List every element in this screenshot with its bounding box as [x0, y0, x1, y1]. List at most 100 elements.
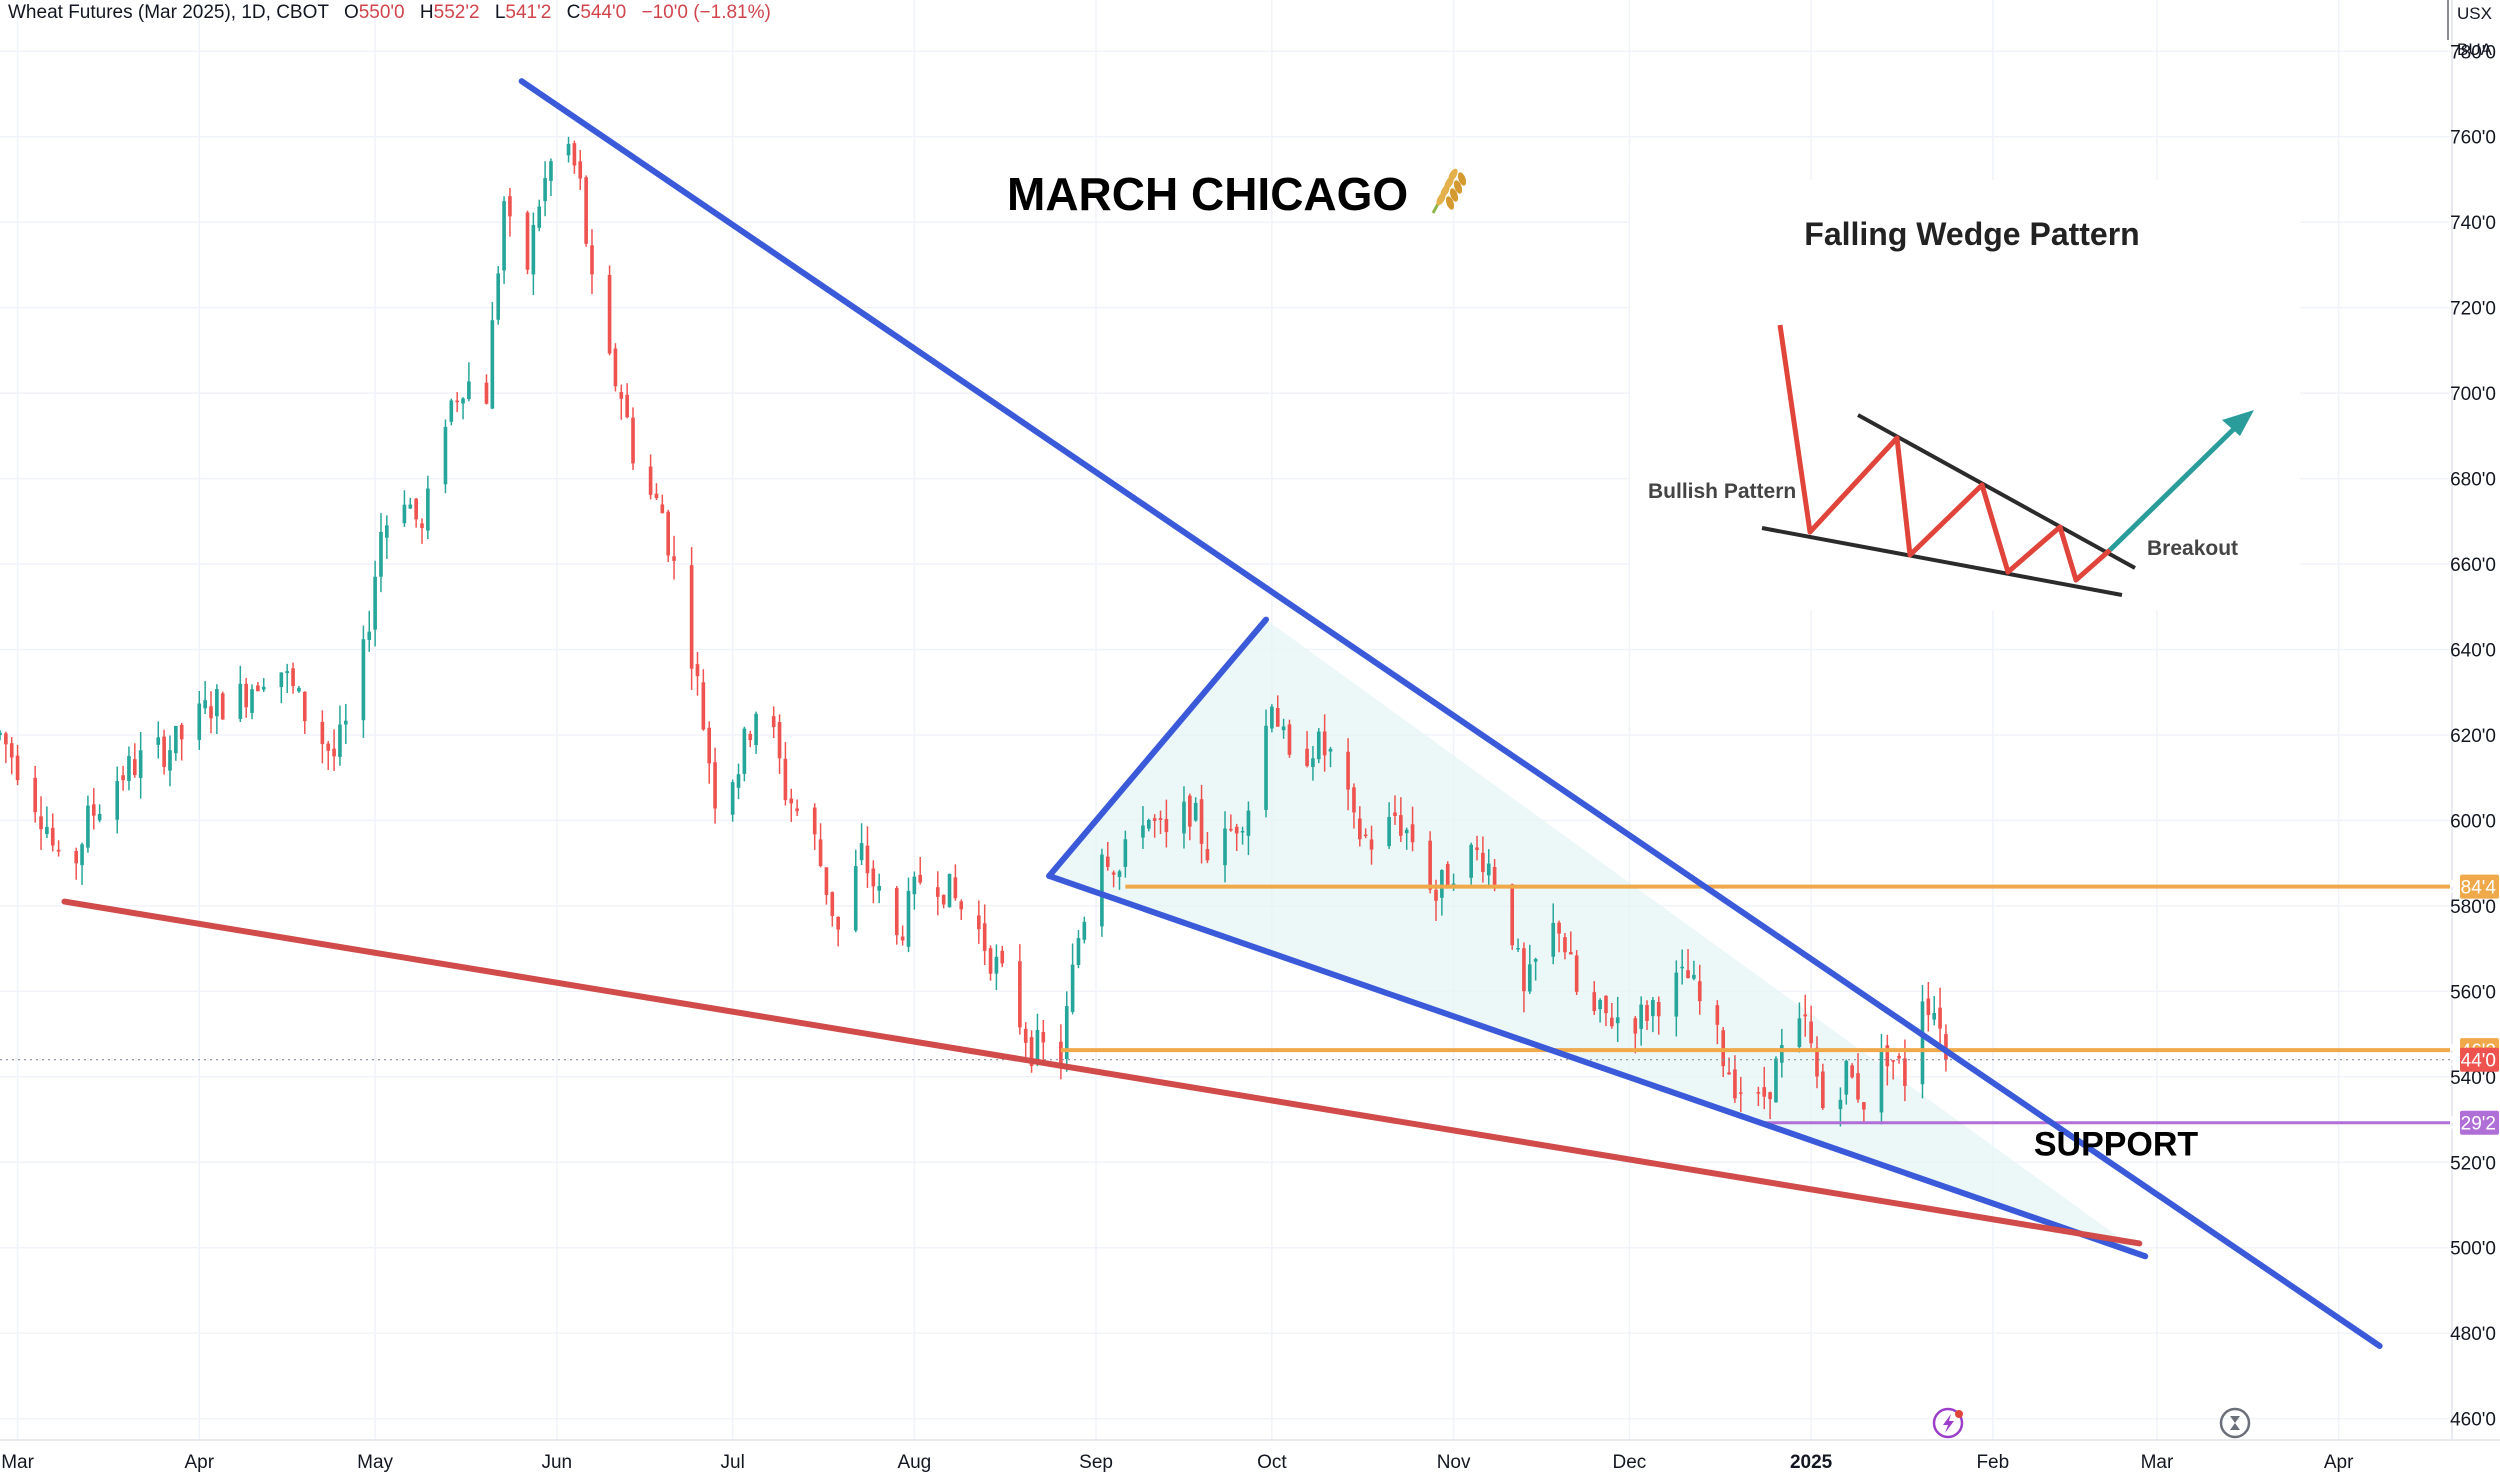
candle-body: [1809, 1021, 1813, 1044]
currency-label[interactable]: USX: [2457, 4, 2492, 23]
candle-body: [1275, 708, 1280, 727]
candle-body: [648, 466, 653, 495]
candle-body: [1803, 1014, 1808, 1017]
candle-body: [1023, 1028, 1028, 1043]
candle-body: [619, 392, 624, 399]
low-value: 541'2: [505, 2, 552, 23]
candle-body: [736, 774, 741, 788]
candle-body: [1715, 1005, 1720, 1025]
candle-series: [0, 136, 1948, 1127]
candle-body: [777, 722, 782, 759]
candle-body: [1756, 1092, 1761, 1094]
candle-body: [1797, 1018, 1802, 1047]
candle-body: [566, 143, 571, 156]
candle-body: [74, 850, 79, 864]
candle-body: [1938, 1007, 1942, 1029]
time-tick-label: Dec: [1613, 1452, 1647, 1473]
level-price-tag: 584'4: [2450, 878, 2496, 899]
candle-body: [859, 843, 864, 861]
candle-body: [115, 781, 120, 820]
candle-body: [1738, 1092, 1743, 1094]
candle-body: [713, 762, 717, 809]
candle-body: [1240, 830, 1245, 833]
falling-wedge-inset: Falling Wedge Pattern Bullish Pattern Brea…: [1630, 180, 2300, 610]
candle-body: [326, 743, 331, 751]
candle-body: [1821, 1071, 1825, 1109]
candle-body: [1615, 1017, 1620, 1024]
price-tick-label: 620'0: [2450, 726, 2496, 747]
candle-body: [1287, 724, 1292, 755]
candle-body: [1363, 834, 1368, 837]
candle-body: [33, 777, 37, 813]
candle-body: [502, 201, 506, 271]
inset-bg: [1630, 180, 2300, 610]
candle-body: [1445, 863, 1450, 889]
candle-body: [302, 691, 307, 722]
wheat-grain: [1449, 188, 1459, 202]
candle-body: [1369, 839, 1374, 850]
candle-body: [748, 733, 753, 741]
level-price-tag: 529'2: [2450, 1114, 2496, 1135]
price-tick-label: 640'0: [2450, 640, 2496, 661]
price-axis[interactable]: 460'0 480'0 500'0 520'0 540'0 560'0 580'0 600'0…: [2447, 0, 2500, 1480]
candle-body: [994, 956, 999, 974]
wheat-grain: [1457, 172, 1467, 186]
candle-body: [959, 901, 964, 910]
candle-body: [1838, 1099, 1843, 1110]
candle-body: [1322, 731, 1327, 756]
time-tick-label: Apr: [184, 1452, 214, 1473]
candle-body: [0, 732, 2, 736]
trendlines[interactable]: [61, 78, 2383, 1349]
candle-body: [1879, 1051, 1884, 1113]
candle-body: [1082, 921, 1087, 940]
candle-body: [1229, 828, 1233, 831]
candle-body: [1387, 817, 1391, 847]
unit-label[interactable]: BUA: [2457, 40, 2492, 59]
candle-body: [261, 686, 266, 690]
time-axis[interactable]: Mar Apr May Jun Jul Aug Sep Oct Nov Dec 2025 Feb Mar…: [0, 1439, 2500, 1473]
horizontal-levels[interactable]: [0, 884, 2450, 1125]
low-label: L: [494, 2, 506, 23]
candle-body: [86, 805, 90, 848]
candle-body: [1850, 1065, 1854, 1078]
inset-arrow-head: [2222, 410, 2254, 436]
candle-body: [1399, 815, 1403, 836]
candle-body: [408, 504, 413, 509]
candle-body: [1568, 952, 1573, 955]
candle-body: [9, 743, 14, 758]
price-tick-label: 540'0: [2450, 1068, 2496, 1089]
candle-body: [343, 720, 348, 725]
candle-body: [1563, 937, 1567, 953]
candle-body: [1510, 884, 1515, 946]
candle-body: [215, 689, 219, 717]
price-tick-label: 500'0: [2450, 1239, 2496, 1260]
hourglass-icon-glass: [2230, 1416, 2240, 1430]
symbol-header: Wheat Futures (Mar 2025), 1D, CBOT O550'…: [8, 2, 771, 24]
candle-body: [179, 724, 184, 740]
candle-body: [1527, 964, 1532, 992]
high-label: H: [419, 2, 434, 23]
candle-body: [1692, 974, 1696, 979]
candle-body: [1469, 844, 1473, 878]
candle-body: [402, 504, 407, 524]
candle-body: [754, 713, 758, 746]
price-tick-label: 760'0: [2450, 128, 2496, 149]
last-price-tag-bg: [2460, 1047, 2499, 1072]
lightning-icon-ring: [1932, 1407, 1964, 1439]
candle-body: [918, 874, 923, 883]
candle-body: [1158, 818, 1163, 820]
inset-upper-line: [1857, 413, 2136, 570]
time-tick-label: 2025: [1790, 1452, 1833, 1473]
candle-body: [461, 398, 465, 404]
candle-body: [1598, 1000, 1602, 1010]
candle-body: [1475, 847, 1479, 851]
chart-icons[interactable]: [1932, 1407, 2251, 1439]
price-tick-label: 780'0: [2450, 42, 2496, 63]
candle-body: [1492, 867, 1497, 886]
candle-body: [1844, 1060, 1849, 1095]
open-label: O: [343, 2, 359, 23]
candle-body: [1897, 1055, 1901, 1059]
candle-body: [1111, 872, 1116, 875]
candle-body: [660, 504, 665, 514]
